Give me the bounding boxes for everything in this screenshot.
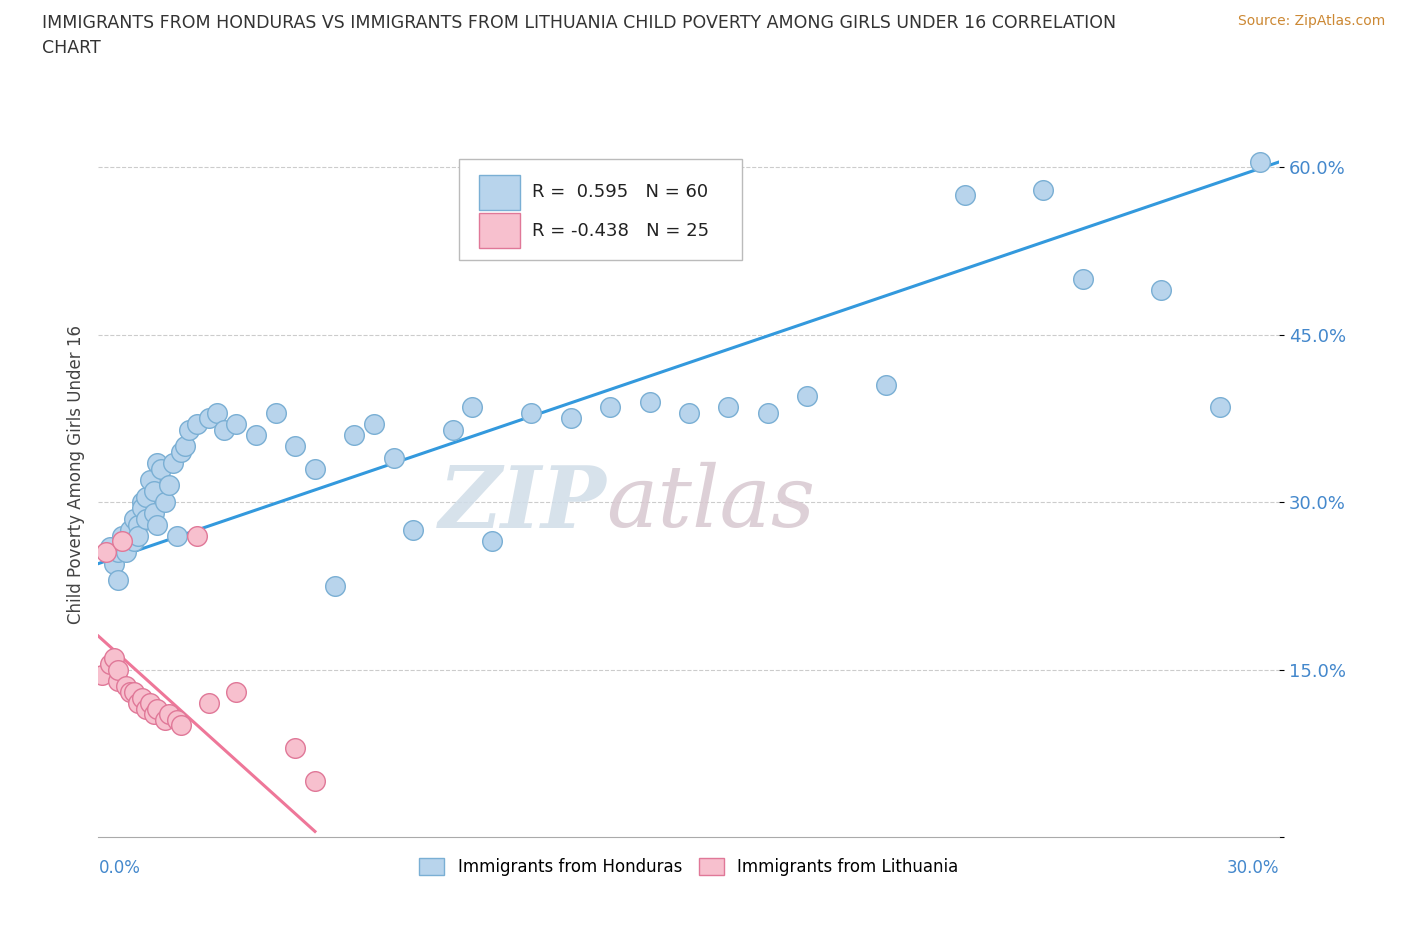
Point [166,712,188,727]
Point [225,417,247,432]
Point [177,422,200,437]
Point [717,400,740,415]
Point [520,405,543,420]
Point [875,378,897,392]
FancyBboxPatch shape [478,175,520,209]
Point [363,417,385,432]
Point [796,389,818,404]
Point [127,696,149,711]
Point [162,456,184,471]
Point [138,696,160,711]
Point [131,495,153,510]
Point [166,528,188,543]
Point [284,740,307,755]
Point [1071,272,1094,286]
Text: R =  0.595   N = 60: R = 0.595 N = 60 [531,183,709,201]
Point [264,405,287,420]
Point [135,512,157,526]
Text: atlas: atlas [606,462,815,545]
Point [186,417,208,432]
Point [138,472,160,487]
Text: CHART: CHART [42,39,101,57]
FancyBboxPatch shape [458,159,742,260]
Point [461,400,484,415]
Point [197,411,219,426]
Point [155,712,177,727]
Point [115,545,138,560]
Point [98,657,121,671]
Point [245,428,267,443]
Point [131,500,153,515]
Point [323,578,346,593]
Point [107,573,129,588]
Text: R = -0.438   N = 25: R = -0.438 N = 25 [531,221,709,240]
Point [142,506,165,521]
Y-axis label: Child Poverty Among Girls Under 16: Child Poverty Among Girls Under 16 [66,325,84,624]
Point [135,489,157,504]
Point [157,707,180,722]
Point [103,556,125,571]
Point [111,528,134,543]
Legend: Immigrants from Honduras, Immigrants from Lithuania: Immigrants from Honduras, Immigrants fro… [413,852,965,883]
Point [1209,400,1232,415]
Point [107,662,129,677]
Point [638,394,661,409]
Point [146,456,169,471]
Point [382,450,405,465]
Point [118,523,141,538]
Point [91,668,114,683]
Point [343,428,366,443]
Point [599,400,621,415]
Point [953,188,976,203]
Point [127,517,149,532]
Point [98,539,121,554]
Point [756,405,779,420]
Point [157,478,180,493]
Point [225,684,247,699]
Point [402,523,425,538]
Point [146,517,169,532]
Point [304,461,326,476]
Point [111,534,134,549]
Point [304,774,326,789]
Text: 30.0%: 30.0% [1227,858,1279,877]
Text: ZIP: ZIP [439,461,606,545]
Point [146,701,169,716]
Point [186,528,208,543]
Point [214,422,236,437]
Point [560,411,582,426]
Point [1032,182,1054,197]
FancyBboxPatch shape [478,213,520,248]
Point [115,679,138,694]
Text: 0.0%: 0.0% [98,858,141,877]
Point [122,512,145,526]
Point [205,405,228,420]
Text: IMMIGRANTS FROM HONDURAS VS IMMIGRANTS FROM LITHUANIA CHILD POVERTY AMONG GIRLS : IMMIGRANTS FROM HONDURAS VS IMMIGRANTS F… [42,14,1116,32]
Point [142,484,165,498]
Point [127,528,149,543]
Point [481,534,503,549]
Point [107,545,129,560]
Point [170,718,193,733]
Point [155,495,177,510]
Point [135,701,157,716]
Point [107,673,129,688]
Point [678,405,700,420]
Point [122,534,145,549]
Point [441,422,464,437]
Point [1249,154,1271,169]
Point [118,684,141,699]
Point [131,690,153,705]
Point [170,445,193,459]
Point [142,707,165,722]
Point [103,651,125,666]
Point [150,461,173,476]
Text: Source: ZipAtlas.com: Source: ZipAtlas.com [1237,14,1385,28]
Point [284,439,307,454]
Point [174,439,197,454]
Point [122,684,145,699]
Point [197,696,219,711]
Point [96,545,118,560]
Point [1150,283,1173,298]
